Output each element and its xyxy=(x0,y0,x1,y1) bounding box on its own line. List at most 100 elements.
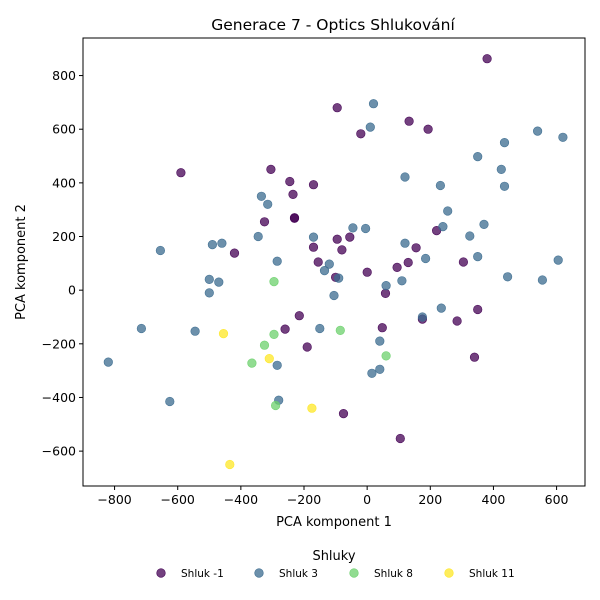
data-point xyxy=(271,400,281,411)
data-point xyxy=(269,329,279,340)
data-point xyxy=(269,277,279,287)
data-point xyxy=(256,191,267,201)
data-point xyxy=(289,213,300,223)
legend-marker xyxy=(349,568,359,578)
data-point xyxy=(537,275,548,285)
x-axis-label: PCA komponent 1 xyxy=(276,515,392,530)
data-point xyxy=(532,126,543,136)
data-point xyxy=(272,360,282,370)
legend-label: Shluk -1 xyxy=(181,568,224,580)
data-point xyxy=(503,272,513,282)
data-point xyxy=(345,232,355,242)
x-tick-label: 0 xyxy=(363,492,371,507)
legend-title: Shluky xyxy=(312,549,355,564)
data-point xyxy=(319,266,330,276)
data-point xyxy=(329,290,339,301)
data-point xyxy=(332,103,342,113)
data-point xyxy=(302,342,312,352)
data-point xyxy=(264,354,274,364)
data-point xyxy=(204,274,214,285)
y-tick-label: 0 xyxy=(68,283,76,298)
y-tick-label: −600 xyxy=(42,444,76,459)
data-point xyxy=(103,357,113,367)
data-point xyxy=(308,180,319,190)
data-point xyxy=(361,223,371,234)
data-point xyxy=(368,99,379,109)
data-point xyxy=(436,303,446,313)
data-point xyxy=(377,323,387,333)
data-point xyxy=(452,316,462,326)
data-point xyxy=(558,132,568,142)
legend-items: Shluk -1 Shluk 3 Shluk 8 Shluk 11 xyxy=(156,568,515,580)
y-tick-label: 600 xyxy=(52,122,76,137)
data-point xyxy=(421,253,431,264)
data-point xyxy=(348,223,358,233)
legend-marker xyxy=(444,568,454,578)
data-point xyxy=(395,433,405,444)
data-point xyxy=(469,352,480,362)
data-point xyxy=(435,180,446,191)
data-point xyxy=(229,248,240,258)
data-point xyxy=(217,238,227,248)
data-point xyxy=(356,129,366,139)
data-point xyxy=(403,257,413,268)
data-point xyxy=(417,312,428,322)
y-tick-label: 400 xyxy=(52,175,76,190)
x-axis-ticks: −800 −600 −400 −200 0 200 400 600 xyxy=(97,486,569,507)
legend-label: Shluk 11 xyxy=(469,568,515,580)
data-point xyxy=(263,199,273,209)
data-point xyxy=(247,358,257,368)
data-point xyxy=(381,281,391,291)
data-point xyxy=(207,240,217,250)
plot-frame xyxy=(82,37,586,487)
legend: Shluky Shluk -1 Shluk 3 Shluk 8 Shluk 11 xyxy=(156,549,515,580)
series-0 xyxy=(176,54,492,444)
data-point xyxy=(400,172,410,182)
data-point xyxy=(165,396,175,407)
data-point xyxy=(458,257,469,267)
data-point xyxy=(218,329,229,339)
x-tick-label: 600 xyxy=(545,492,569,507)
data-point xyxy=(155,245,165,256)
x-tick-label: −800 xyxy=(97,492,131,507)
data-point xyxy=(214,277,224,287)
data-point xyxy=(473,304,483,315)
legend-label: Shluk 8 xyxy=(374,568,413,580)
data-point xyxy=(482,54,492,64)
data-point xyxy=(315,323,325,334)
data-point xyxy=(392,262,402,273)
data-point xyxy=(285,176,295,187)
plot-points xyxy=(103,54,568,470)
data-point xyxy=(367,368,377,378)
data-point xyxy=(204,288,214,298)
legend-marker xyxy=(156,568,166,578)
data-point xyxy=(338,409,349,419)
legend-label: Shluk 3 xyxy=(279,568,318,580)
y-axis-ticks: −600 −400 −200 0 200 400 600 800 xyxy=(42,68,83,459)
data-point xyxy=(225,459,235,470)
data-point xyxy=(375,364,385,374)
series-3 xyxy=(218,329,317,470)
data-point xyxy=(380,288,391,299)
data-point xyxy=(294,311,304,321)
data-point xyxy=(465,231,475,241)
x-tick-label: 400 xyxy=(482,492,506,507)
data-point xyxy=(499,181,510,191)
y-axis-label: PCA komponent 2 xyxy=(14,204,29,320)
data-point xyxy=(280,324,290,334)
y-tick-label: 800 xyxy=(52,68,76,83)
data-point xyxy=(308,242,319,252)
data-point xyxy=(375,336,385,346)
data-point xyxy=(404,116,414,126)
data-point xyxy=(365,122,375,132)
legend-marker xyxy=(254,568,264,578)
data-point xyxy=(313,257,323,267)
series-2 xyxy=(247,277,391,411)
chart-title: Generace 7 - Optics Shlukování xyxy=(211,16,455,34)
data-point xyxy=(553,255,563,265)
data-point xyxy=(479,219,489,229)
data-point xyxy=(288,189,298,199)
data-point xyxy=(253,231,263,242)
data-point xyxy=(190,326,200,336)
